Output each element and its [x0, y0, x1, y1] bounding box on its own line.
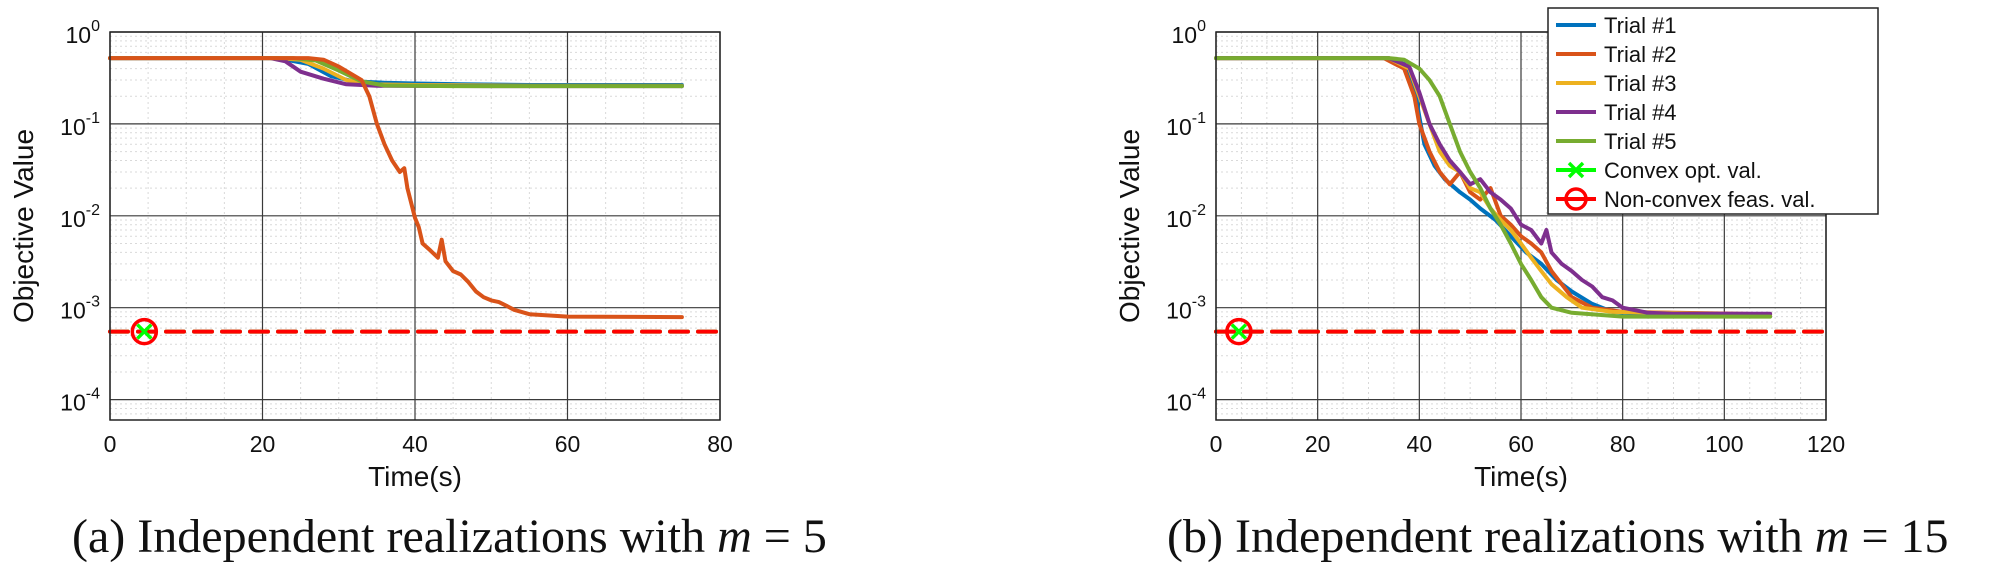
legend-box [1547, 7, 1879, 215]
axes-box [1215, 31, 1827, 421]
marker-convex-x [136, 323, 153, 340]
x-tick-label: 0 [1210, 431, 1223, 457]
chart-b: 0 20 40 60 80 100 120 100 10-1 10-2 10-3 10-4 Time(s… [1114, 18, 1949, 563]
y-tick-label: 10-3 [1166, 294, 1206, 324]
x-axis-label: Time(s) [368, 461, 462, 492]
y-tick-label: 10-3 [60, 294, 100, 324]
y-tick-label: 100 [1172, 18, 1207, 48]
marker-nonconvex-circle [1225, 317, 1253, 346]
legend-label: Trial #5 [1604, 129, 1677, 154]
x-tick-label: 100 [1705, 431, 1743, 457]
y-axis-label: Objective Value [8, 129, 39, 323]
legend-label: Convex opt. val. [1604, 158, 1762, 183]
legend-label: Non-convex feas. val. [1604, 187, 1816, 212]
x-tick-label: 120 [1807, 431, 1845, 457]
x-tick-label: 60 [1508, 431, 1534, 457]
axes-box [109, 31, 721, 421]
x-axis-label: Time(s) [1474, 461, 1568, 492]
legend-circle-icon [1564, 187, 1588, 211]
series-group [108, 56, 722, 334]
series-line-trial-2 [108, 56, 684, 320]
y-tick-label: 10-4 [1166, 386, 1206, 416]
x-tick-label: 0 [104, 431, 117, 457]
legend-label: Trial #2 [1604, 42, 1677, 67]
x-tick-label: 80 [707, 431, 733, 457]
x-tick-label: 20 [250, 431, 276, 457]
marker-convex-x [1230, 323, 1248, 340]
y-axis-label: Objective Value [1114, 129, 1145, 323]
legend-label: Trial #4 [1604, 100, 1677, 125]
series-line-trial-4 [1214, 56, 1773, 316]
x-tick-label: 20 [1305, 431, 1331, 457]
y-tick-label: 10-2 [1166, 202, 1206, 232]
y-tick-label: 10-1 [1166, 110, 1206, 140]
x-tick-label: 80 [1610, 431, 1636, 457]
series-line-trial-2 [1214, 56, 1773, 317]
legend-label: Trial #3 [1604, 71, 1677, 96]
legend-x-icon [1567, 161, 1585, 179]
x-tick-label: 40 [1407, 431, 1433, 457]
chart-a: 0 20 40 60 80 100 10-1 10-2 10-3 10-4 Time(s) Objec… [8, 18, 827, 563]
y-tick-label: 10-4 [60, 386, 100, 416]
x-tick-label: 60 [555, 431, 581, 457]
subfigure-caption: (a) Independent realizations with m = 5 [72, 510, 827, 563]
marker-nonconvex-circle [130, 317, 159, 346]
legend: Trial #1 Trial #2 Trial #3 Trial #4 Trial #5… [1547, 7, 1879, 215]
series-line-trial-5 [1214, 56, 1773, 319]
y-tick-label: 10-2 [60, 202, 100, 232]
series-group [1214, 56, 1828, 334]
subfigure-caption: (b) Independent realizations with m = 15 [1167, 510, 1949, 563]
y-tick-label: 100 [66, 18, 101, 48]
legend-label: Trial #1 [1604, 13, 1677, 38]
y-tick-label: 10-1 [60, 110, 100, 140]
x-tick-label: 40 [402, 431, 428, 457]
